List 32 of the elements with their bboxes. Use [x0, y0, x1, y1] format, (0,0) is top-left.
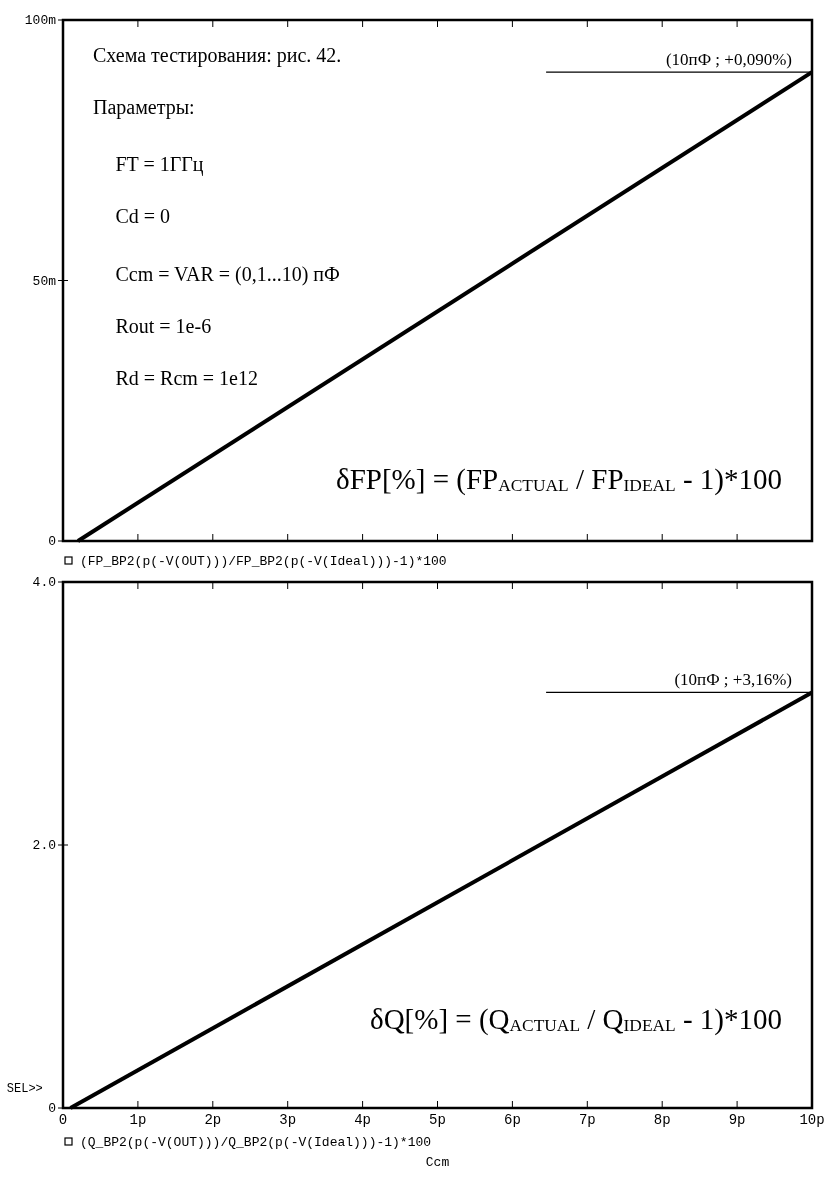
- y-tick-label: 50m: [32, 273, 57, 289]
- annotation: Cd = 0: [115, 205, 171, 228]
- annotation: δFP[%] = (FP$_{ACTUAL}$ / FP$_{IDEAL}$ - 1)*100: [336, 462, 783, 496]
- annotation: Rout = 1e-6: [115, 314, 212, 337]
- x-tick-label: 0: [58, 1112, 68, 1128]
- text: SEL>>: [6, 1082, 43, 1097]
- annotation: Схема тестирования: рис. 42.: [92, 43, 342, 67]
- annotation: FT = 1ГГц: [115, 153, 204, 177]
- x-tick-label: 1p: [129, 1112, 147, 1128]
- annotation: Ccm = VAR = (0,1...10) пФ: [115, 262, 340, 286]
- annotation: Параметры:: [92, 95, 195, 119]
- legend-label: (Q_BP2(p(-V(OUT)))/Q_BP2(p(-V(Ideal)))-1)*100: [80, 1135, 432, 1150]
- x-tick-label: 3p: [279, 1112, 297, 1128]
- x-tick-label: 7p: [578, 1112, 596, 1128]
- legend-label: (FP_BP2(p(-V(OUT)))/FP_BP2(p(-V(Ideal)))-1)*100: [80, 554, 447, 569]
- annotation: (10пФ ; +0,090%): [665, 50, 792, 70]
- x-tick-label: 4p: [354, 1112, 372, 1128]
- y-tick-label: 0: [48, 1101, 56, 1116]
- y-tick-label: 2.0: [32, 838, 56, 853]
- x-tick-label: 5p: [429, 1112, 446, 1128]
- y-tick-label: 4.0: [32, 575, 56, 590]
- annotation: (10пФ ; +3,16%): [674, 670, 792, 690]
- x-tick-label: 8p: [653, 1112, 671, 1128]
- x-tick-label: 9p: [728, 1112, 746, 1128]
- x-axis-title: Ccm: [425, 1155, 450, 1170]
- annotation: Rd = Rcm = 1e12: [115, 366, 258, 389]
- annotation: δQ[%] = (Q$_{ACTUAL}$ / Q$_{IDEAL}$ - 1)*100: [369, 1003, 783, 1037]
- y-tick-label: 0: [48, 534, 56, 549]
- x-tick-label: 10p: [799, 1112, 825, 1128]
- x-tick-label: 2p: [204, 1112, 222, 1128]
- x-tick-label: 6p: [503, 1112, 521, 1128]
- y-tick-label: 100m: [24, 13, 57, 28]
